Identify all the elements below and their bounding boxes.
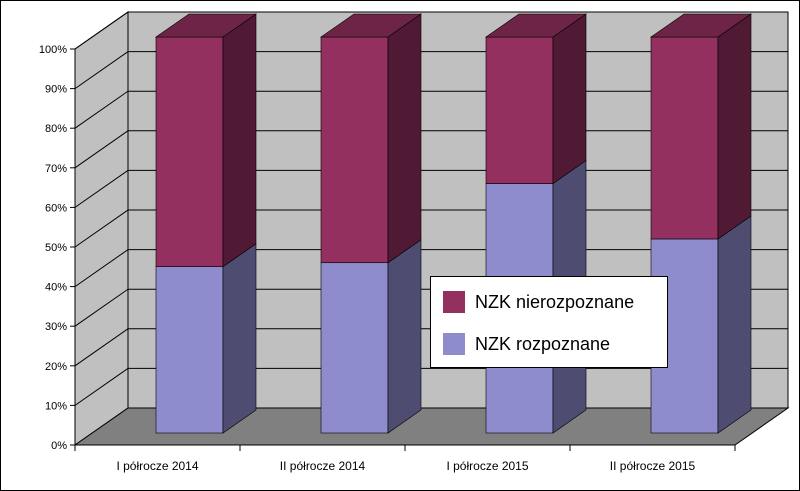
- x-tick-label: II półrocze 2015: [610, 459, 696, 473]
- bar-side-rozpoznane: [717, 215, 752, 434]
- bar-side-nierozpoznane: [717, 13, 752, 240]
- x-axis: I półrocze 2014 II półrocze 2014 I półrocz…: [74, 444, 736, 473]
- x-tick-label: II półrocze 2014: [280, 459, 366, 473]
- bar-front-rozpoznane: [155, 266, 224, 434]
- y-tick-label: 80%: [45, 123, 67, 135]
- gridline: [74, 11, 788, 50]
- x-tick-label: I półrocze 2015: [446, 459, 528, 473]
- bar-side-rozpoznane: [222, 243, 257, 434]
- bar-top-nierozpoznane: [155, 13, 257, 38]
- bar-top-nierozpoznane: [320, 13, 422, 38]
- legend-label-nierozpoznane: NZK nierozpoznane: [475, 291, 635, 312]
- y-tick-label: 100%: [39, 44, 67, 56]
- bar-front-nierozpoznane: [650, 36, 719, 240]
- legend-item-nierozpoznane: NZK nierozpoznane: [443, 291, 634, 313]
- bar-front-nierozpoznane: [320, 36, 389, 264]
- bar-top-nierozpoznane: [485, 13, 587, 38]
- legend-label-rozpoznane: NZK rozpoznane: [475, 333, 611, 354]
- y-axis-ticks: 0% 10% 20% 30% 40% 50% 60% 70% 80% 90% 100%: [39, 44, 76, 452]
- legend: NZK nierozpoznane NZK rozpoznane: [430, 276, 668, 368]
- bar-front-nierozpoznane: [485, 36, 554, 184]
- bar-front-rozpoznane: [320, 262, 389, 434]
- bar-side-nierozpoznane: [222, 13, 257, 268]
- y-tick-label: 90%: [45, 84, 67, 96]
- bar-side-nierozpoznane: [552, 13, 587, 185]
- x-tick-label: I półrocze 2014: [116, 459, 198, 473]
- bar-side-nierozpoznane: [387, 13, 422, 264]
- legend-item-rozpoznane: NZK rozpoznane: [443, 333, 610, 355]
- bar-front-nierozpoznane: [155, 36, 224, 267]
- bar-side-rozpoznane: [387, 239, 422, 434]
- y-tick-label: 40%: [45, 282, 67, 294]
- y-tick-label: 30%: [45, 321, 67, 333]
- y-tick-label: 50%: [45, 242, 67, 254]
- bar-top-nierozpoznane: [650, 13, 752, 38]
- y-tick-label: 60%: [45, 202, 67, 214]
- y-tick-label: 0%: [51, 440, 67, 452]
- y-tick-label: 20%: [45, 361, 67, 373]
- legend-swatch-nierozpoznane: [443, 291, 465, 313]
- y-tick-label: 10%: [45, 400, 67, 412]
- y-tick-label: 70%: [45, 163, 67, 175]
- legend-swatch-rozpoznane: [443, 333, 465, 355]
